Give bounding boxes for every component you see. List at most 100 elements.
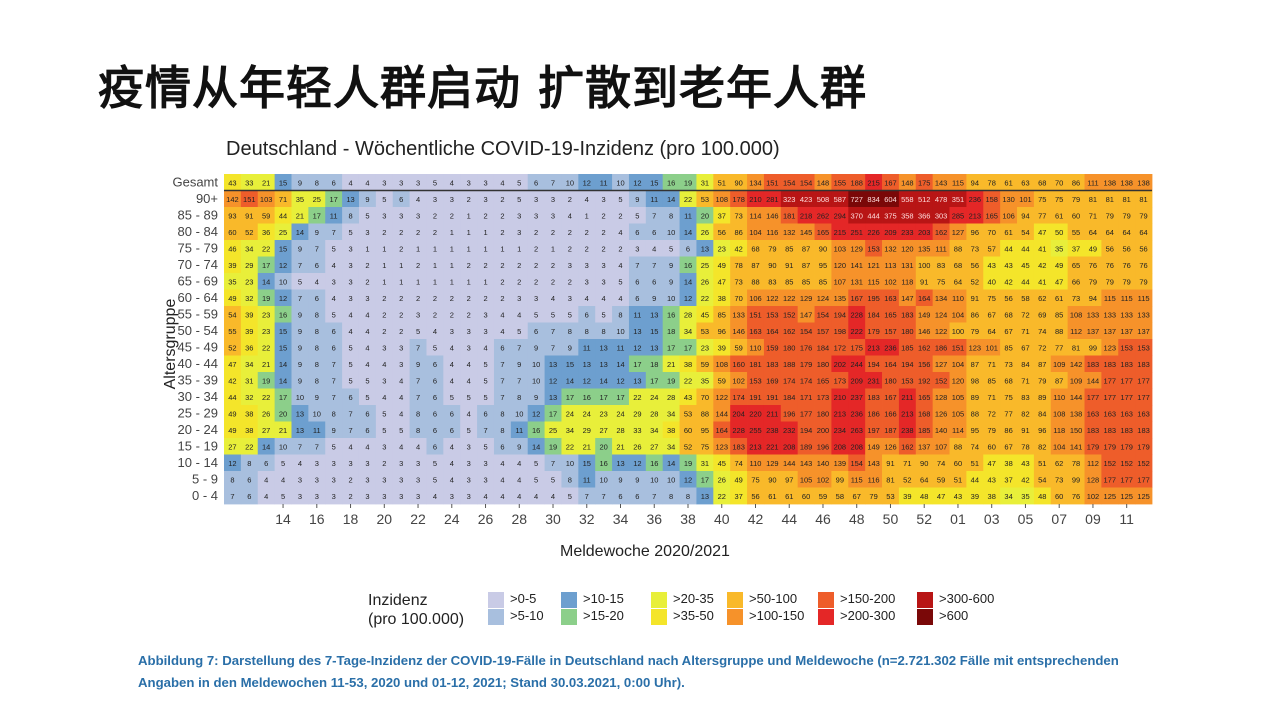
heatmap-cell bbox=[426, 256, 444, 274]
cell-value: 39 bbox=[971, 492, 979, 501]
heatmap-cell bbox=[308, 223, 326, 241]
heatmap-cell bbox=[831, 438, 849, 455]
heatmap-cell bbox=[915, 339, 934, 356]
cell-value: 47 bbox=[1038, 228, 1046, 237]
heatmap-cell bbox=[392, 322, 410, 340]
cell-value: 194 bbox=[901, 360, 914, 369]
heatmap-cell bbox=[966, 487, 984, 505]
cell-value: 16 bbox=[667, 178, 675, 187]
heatmap-cell bbox=[460, 355, 478, 373]
cell-value: 108 bbox=[715, 195, 728, 204]
heatmap-cell bbox=[1017, 322, 1035, 340]
cell-value: 85 bbox=[785, 277, 793, 286]
heatmap-cell bbox=[983, 223, 1001, 241]
heatmap-cell bbox=[595, 372, 613, 389]
heatmap-cell bbox=[1101, 454, 1119, 472]
heatmap-cell bbox=[1033, 438, 1052, 455]
cell-value: 34 bbox=[1004, 492, 1012, 501]
cell-value: 4 bbox=[450, 360, 454, 369]
heatmap-cell bbox=[831, 240, 849, 257]
heatmap-cell bbox=[595, 487, 613, 505]
heatmap-cell bbox=[1000, 388, 1018, 406]
cell-value: 152 bbox=[935, 376, 948, 385]
cell-value: 7 bbox=[332, 393, 336, 402]
heatmap-cell bbox=[409, 322, 427, 340]
heatmap-cell bbox=[544, 471, 562, 488]
cell-value: 4 bbox=[399, 409, 403, 418]
heatmap-cell bbox=[814, 421, 832, 439]
heatmap-cell bbox=[1067, 487, 1085, 505]
heatmap-cell bbox=[932, 207, 950, 224]
heatmap-cell bbox=[527, 339, 545, 356]
cell-value: 97 bbox=[785, 475, 793, 484]
heatmap-cell bbox=[358, 438, 377, 455]
x-tick-label: 34 bbox=[613, 511, 629, 527]
heatmap-cell bbox=[409, 438, 427, 455]
cell-value: 7 bbox=[551, 327, 555, 336]
heatmap-cell bbox=[696, 405, 714, 422]
heatmap-cell bbox=[1118, 487, 1136, 505]
cell-value: 88 bbox=[701, 409, 709, 418]
cell-value: 4 bbox=[433, 492, 437, 501]
cell-value: 5 bbox=[517, 327, 521, 336]
cell-value: 53 bbox=[684, 409, 692, 418]
cell-value: 4 bbox=[365, 442, 369, 451]
cell-value: 188 bbox=[783, 360, 796, 369]
cell-value: 162 bbox=[901, 442, 914, 451]
heatmap-cell bbox=[662, 487, 680, 505]
heatmap-cell bbox=[493, 273, 512, 290]
cell-value: 8 bbox=[500, 409, 504, 418]
cell-value: 185 bbox=[901, 343, 914, 352]
cell-value: 5 bbox=[618, 277, 622, 286]
heatmap-cell bbox=[274, 223, 292, 241]
cell-value: 4 bbox=[365, 310, 369, 319]
heatmap-cell bbox=[730, 339, 748, 356]
heatmap-cell bbox=[696, 438, 714, 455]
heatmap-cell bbox=[1033, 322, 1052, 340]
cell-value: 99 bbox=[836, 475, 844, 484]
heatmap-cell bbox=[544, 438, 562, 455]
cell-value: 10 bbox=[616, 327, 624, 336]
cell-value: 152 bbox=[1137, 459, 1150, 468]
cell-value: 9 bbox=[315, 393, 319, 402]
heatmap-cell bbox=[460, 405, 478, 422]
cell-value: 110 bbox=[1053, 393, 1065, 402]
heatmap-cell bbox=[358, 355, 377, 373]
heatmap-cell bbox=[510, 289, 529, 307]
heatmap-cell bbox=[274, 471, 292, 488]
cell-value: 44 bbox=[279, 211, 287, 220]
heatmap-cell bbox=[696, 306, 714, 323]
cell-value: 6 bbox=[635, 492, 639, 501]
cell-value: 33 bbox=[245, 178, 253, 187]
cell-value: 3 bbox=[365, 475, 369, 484]
heatmap-cell bbox=[679, 207, 697, 224]
cell-value: 587 bbox=[834, 195, 847, 204]
cell-value: 478 bbox=[935, 195, 948, 204]
cell-value: 4 bbox=[450, 459, 454, 468]
heatmap-cell bbox=[1135, 421, 1153, 439]
heatmap-cell bbox=[240, 372, 259, 389]
cell-value: 5 bbox=[281, 492, 285, 501]
heatmap-cell bbox=[409, 454, 427, 472]
heatmap-cell bbox=[966, 306, 984, 323]
heatmap-cell bbox=[1118, 339, 1136, 356]
cell-value: 132 bbox=[884, 244, 897, 253]
heatmap-cell bbox=[409, 207, 427, 224]
heatmap-cell bbox=[1101, 388, 1119, 406]
cell-value: 191 bbox=[749, 393, 762, 402]
cell-value: 238 bbox=[766, 426, 779, 435]
cell-value: 22 bbox=[262, 343, 270, 352]
heatmap-cell bbox=[1017, 223, 1035, 241]
heatmap-cell bbox=[342, 487, 360, 505]
cell-value: 8 bbox=[348, 211, 352, 220]
heatmap-cell bbox=[1118, 355, 1136, 373]
heatmap-cell bbox=[325, 223, 343, 241]
heatmap-cell bbox=[510, 355, 529, 373]
cell-value: 73 bbox=[734, 211, 742, 220]
heatmap-cell bbox=[561, 223, 579, 241]
heatmap-cell bbox=[983, 306, 1001, 323]
heatmap-cell bbox=[274, 372, 292, 389]
cell-value: 28 bbox=[616, 426, 624, 435]
cell-value: 59 bbox=[701, 360, 709, 369]
cell-value: 10 bbox=[667, 294, 675, 303]
